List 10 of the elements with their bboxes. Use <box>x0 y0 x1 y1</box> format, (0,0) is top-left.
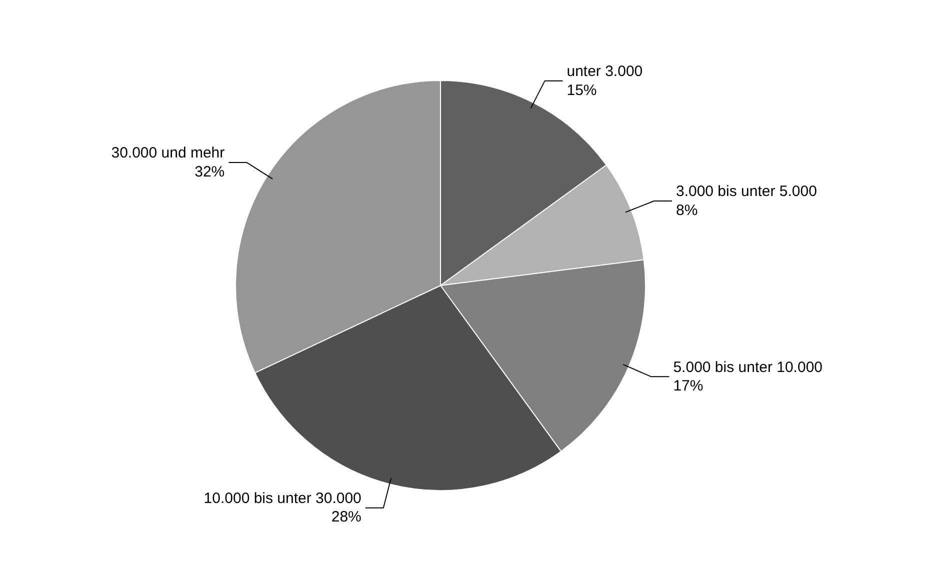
slice-label: unter 3.000 <box>566 63 643 80</box>
slice-label: 3.000 bis unter 5.000 <box>676 183 817 200</box>
slice-label: 5.000 bis unter 10.000 <box>673 358 823 376</box>
data-label: 28% <box>331 508 362 526</box>
data-label: 17% <box>673 378 704 395</box>
data-label: 15% <box>566 82 597 99</box>
data-label: 32% <box>194 163 225 180</box>
data-label: 8% <box>676 202 698 219</box>
slice-label: 10.000 bis unter 30.000 <box>204 490 362 508</box>
slice-label: 30.000 und mehr <box>111 144 225 162</box>
